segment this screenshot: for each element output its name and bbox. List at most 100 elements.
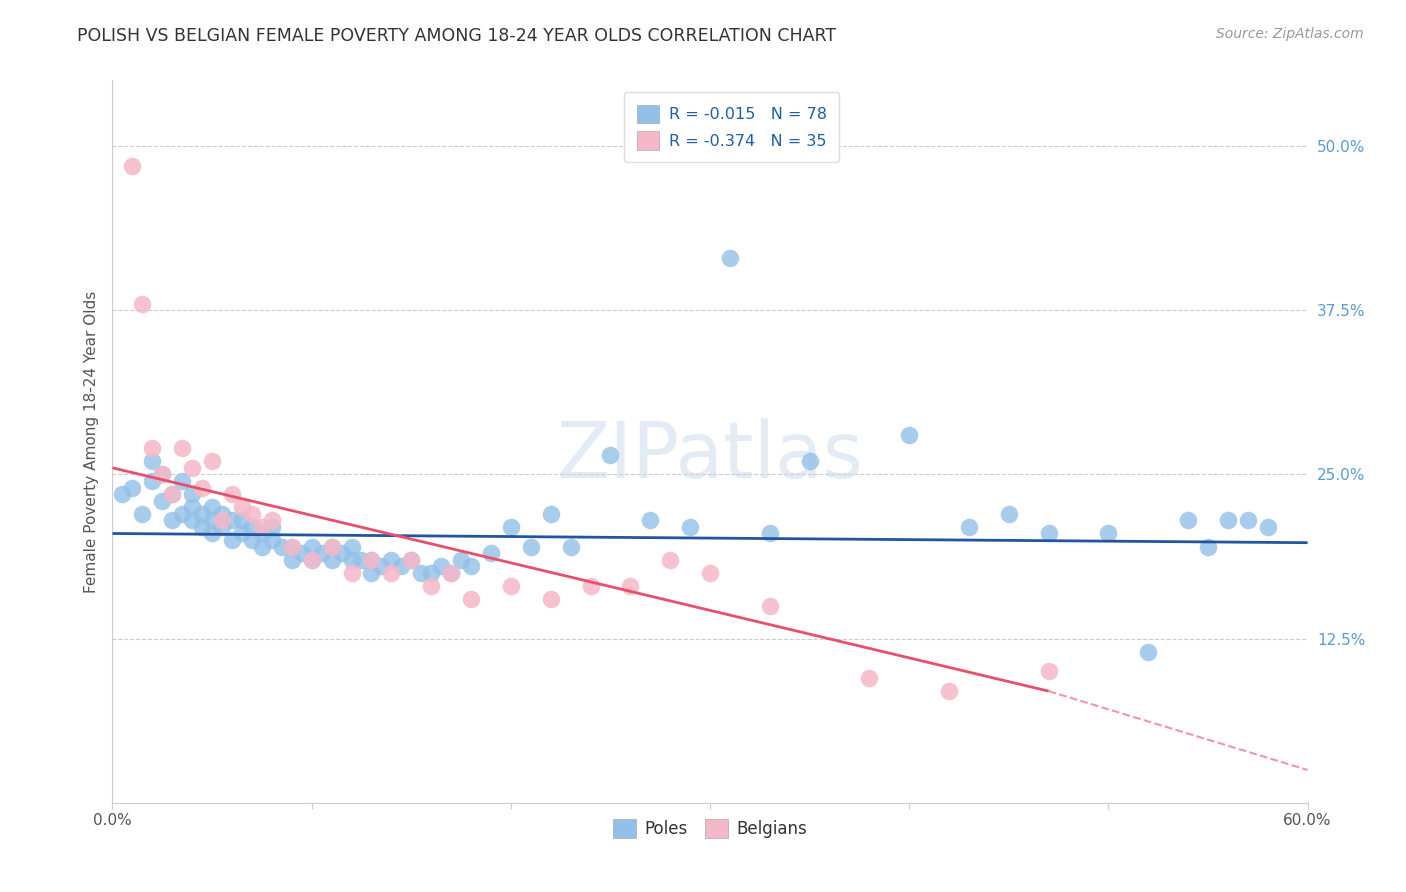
Point xyxy=(301,553,323,567)
Point xyxy=(201,500,224,515)
Point xyxy=(560,540,582,554)
Point xyxy=(389,559,412,574)
Point xyxy=(201,513,224,527)
Point xyxy=(380,553,402,567)
Point xyxy=(340,540,363,554)
Point xyxy=(619,579,641,593)
Point xyxy=(291,546,314,560)
Point xyxy=(231,513,253,527)
Point xyxy=(479,546,502,560)
Point xyxy=(250,526,273,541)
Point xyxy=(699,566,721,580)
Point xyxy=(221,513,243,527)
Point xyxy=(599,448,621,462)
Point xyxy=(311,546,333,560)
Point xyxy=(938,684,960,698)
Point xyxy=(401,553,423,567)
Legend: Poles, Belgians: Poles, Belgians xyxy=(606,813,814,845)
Point xyxy=(898,428,921,442)
Point xyxy=(250,540,273,554)
Point xyxy=(1097,526,1119,541)
Point xyxy=(1177,513,1199,527)
Text: Source: ZipAtlas.com: Source: ZipAtlas.com xyxy=(1216,27,1364,41)
Point xyxy=(1137,645,1160,659)
Point xyxy=(301,553,323,567)
Point xyxy=(718,251,741,265)
Point xyxy=(181,513,204,527)
Point xyxy=(340,553,363,567)
Text: ZIPatlas: ZIPatlas xyxy=(557,418,863,494)
Y-axis label: Female Poverty Among 18-24 Year Olds: Female Poverty Among 18-24 Year Olds xyxy=(83,291,98,592)
Point xyxy=(301,540,323,554)
Point xyxy=(250,520,273,534)
Point xyxy=(240,520,263,534)
Point xyxy=(460,592,482,607)
Text: POLISH VS BELGIAN FEMALE POVERTY AMONG 18-24 YEAR OLDS CORRELATION CHART: POLISH VS BELGIAN FEMALE POVERTY AMONG 1… xyxy=(77,27,837,45)
Point xyxy=(460,559,482,574)
Point xyxy=(201,526,224,541)
Point xyxy=(957,520,980,534)
Point xyxy=(420,579,443,593)
Point xyxy=(231,526,253,541)
Point xyxy=(191,507,214,521)
Point xyxy=(172,441,194,455)
Point xyxy=(440,566,463,580)
Point xyxy=(150,467,173,482)
Point xyxy=(281,553,304,567)
Point xyxy=(1257,520,1279,534)
Point xyxy=(520,540,543,554)
Point xyxy=(350,553,373,567)
Point xyxy=(201,454,224,468)
Point xyxy=(499,579,522,593)
Point xyxy=(141,454,163,468)
Point xyxy=(440,566,463,580)
Point xyxy=(759,599,782,613)
Point xyxy=(162,487,183,501)
Point xyxy=(121,159,143,173)
Point xyxy=(640,513,662,527)
Point xyxy=(540,507,562,521)
Point xyxy=(360,553,382,567)
Point xyxy=(420,566,443,580)
Point xyxy=(1197,540,1219,554)
Point xyxy=(799,454,821,468)
Point xyxy=(679,520,702,534)
Point xyxy=(231,500,253,515)
Point xyxy=(321,540,343,554)
Point xyxy=(181,460,204,475)
Point xyxy=(1216,513,1239,527)
Point xyxy=(499,520,522,534)
Point xyxy=(162,513,183,527)
Point xyxy=(260,513,283,527)
Point xyxy=(321,540,343,554)
Point xyxy=(430,559,453,574)
Point xyxy=(579,579,602,593)
Point xyxy=(111,487,134,501)
Point xyxy=(281,540,304,554)
Point xyxy=(121,481,143,495)
Point xyxy=(260,520,283,534)
Point xyxy=(330,546,353,560)
Point xyxy=(221,487,243,501)
Point xyxy=(998,507,1021,521)
Point xyxy=(450,553,472,567)
Point xyxy=(150,467,173,482)
Point xyxy=(141,441,163,455)
Point xyxy=(411,566,433,580)
Point xyxy=(141,474,163,488)
Point xyxy=(131,296,153,310)
Point xyxy=(131,507,153,521)
Point xyxy=(150,493,173,508)
Point xyxy=(370,559,392,574)
Point xyxy=(340,566,363,580)
Point xyxy=(181,500,204,515)
Point xyxy=(380,566,402,580)
Point xyxy=(221,533,243,547)
Point xyxy=(240,533,263,547)
Point xyxy=(260,533,283,547)
Point xyxy=(659,553,682,567)
Point xyxy=(858,671,880,685)
Point xyxy=(1237,513,1260,527)
Point xyxy=(172,507,194,521)
Point xyxy=(211,513,233,527)
